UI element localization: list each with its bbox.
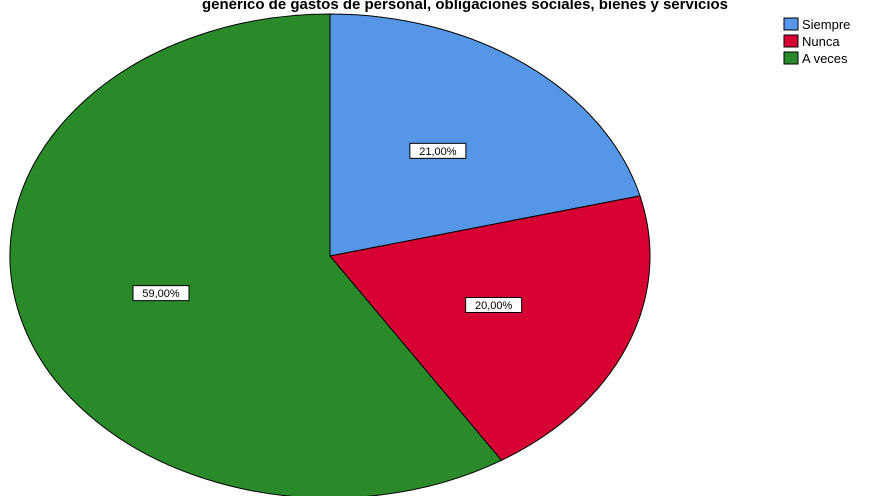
legend: Siempre Nunca A veces [783,17,850,66]
legend-swatch [783,34,799,48]
data-label-nunca: 20,00% [465,296,523,313]
legend-label: Nunca [802,34,840,49]
slice-nunca [329,195,651,461]
data-label-siempre: 21,00% [409,142,467,159]
legend-item-a-veces: A veces [783,51,848,66]
pie-data-labels: 21,00% 20,00% 59,00% [132,142,523,313]
svg-text:59,00%: 59,00% [142,288,180,300]
legend-item-siempre: Siempre [783,17,850,32]
slice-siempre [329,13,641,257]
data-label-a-veces: 59,00% [132,285,190,302]
slice-a-veces [9,13,503,496]
pie-slices [9,13,651,496]
legend-item-nunca: Nunca [783,34,840,49]
legend-swatch [783,17,799,31]
legend-swatch [783,51,799,65]
svg-text:20,00%: 20,00% [475,300,513,312]
legend-label: A veces [802,51,848,66]
chart-title: genérico de gastos de personal, obligaci… [202,0,728,13]
legend-label: Siempre [802,17,850,32]
svg-text:21,00%: 21,00% [419,146,457,158]
